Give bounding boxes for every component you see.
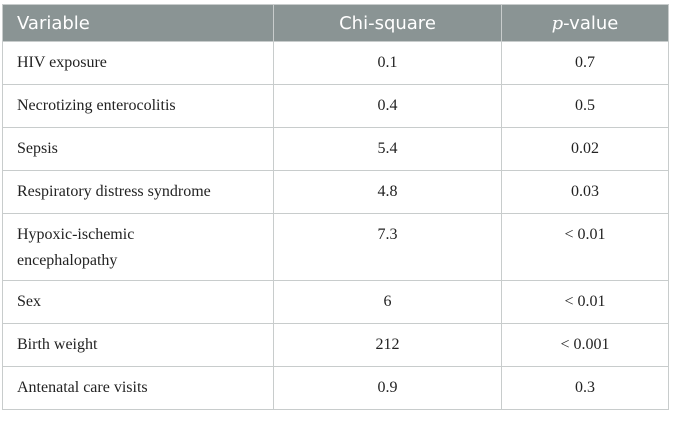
table-row: Sex 6 < 0.01 xyxy=(2,280,669,324)
cell-chi-square: 0.9 xyxy=(273,366,502,410)
table-row: Hypoxic-ischemic encephalopathy 7.3 < 0.01 xyxy=(2,213,669,281)
cell-p-value: < 0.001 xyxy=(501,323,669,367)
p-italic: p xyxy=(551,12,564,34)
cell-p-value: 0.7 xyxy=(501,41,669,85)
cell-variable: Respiratory distress syndrome xyxy=(2,170,274,214)
table-row: HIV exposure 0.1 0.7 xyxy=(2,41,669,85)
table-row: Respiratory distress syndrome 4.8 0.03 xyxy=(2,170,669,214)
cell-variable: Antenatal care visits xyxy=(2,366,274,410)
cell-p-value: 0.5 xyxy=(501,84,669,128)
cell-p-value: 0.03 xyxy=(501,170,669,214)
cell-variable: Necrotizing enterocolitis xyxy=(2,84,274,128)
results-table: Variable Chi-square p-value HIV exposure… xyxy=(2,4,669,410)
table-row: Necrotizing enterocolitis 0.4 0.5 xyxy=(2,84,669,128)
cell-chi-square: 4.8 xyxy=(273,170,502,214)
header-row: Variable Chi-square p-value xyxy=(2,4,669,42)
header-variable: Variable xyxy=(2,4,274,42)
cell-p-value: 0.3 xyxy=(501,366,669,410)
cell-chi-square: 0.1 xyxy=(273,41,502,85)
cell-variable: Birth weight xyxy=(2,323,274,367)
header-chi-square: Chi-square xyxy=(273,4,502,42)
table-row: Sepsis 5.4 0.02 xyxy=(2,127,669,171)
cell-chi-square: 6 xyxy=(273,280,502,324)
table-row: Antenatal care visits 0.9 0.3 xyxy=(2,366,669,410)
cell-variable: Sepsis xyxy=(2,127,274,171)
cell-p-value: 0.02 xyxy=(501,127,669,171)
p-suffix: -value xyxy=(563,12,619,34)
cell-chi-square: 0.4 xyxy=(273,84,502,128)
cell-chi-square: 5.4 xyxy=(273,127,502,171)
cell-chi-square: 212 xyxy=(273,323,502,367)
cell-variable: HIV exposure xyxy=(2,41,274,85)
header-p-value: p-value xyxy=(501,4,669,42)
cell-chi-square: 7.3 xyxy=(273,213,502,281)
table-row: Birth weight 212 < 0.001 xyxy=(2,323,669,367)
cell-p-value: < 0.01 xyxy=(501,213,669,281)
cell-variable: Sex xyxy=(2,280,274,324)
cell-p-value: < 0.01 xyxy=(501,280,669,324)
cell-variable: Hypoxic-ischemic encephalopathy xyxy=(2,213,274,281)
